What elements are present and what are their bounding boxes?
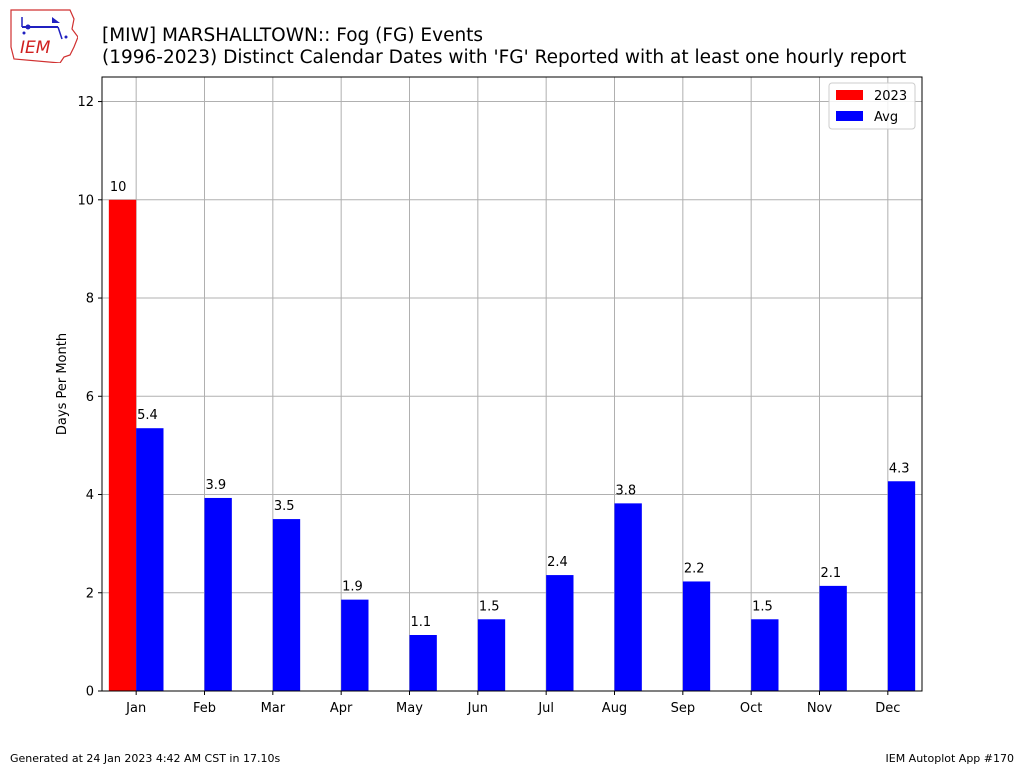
- bar-avg-nov: [819, 585, 847, 691]
- y-tick-label: 8: [86, 292, 94, 307]
- bar-avg-sep: [682, 581, 711, 691]
- bar-2023-jan: [108, 199, 137, 692]
- x-tick-label: Dec: [875, 701, 900, 716]
- chart-data-labels: 10 5.4 3.9 3.5 1.9 1.1 1.5 2.4 3.8 2.2 1.5 2.1 4.3: [110, 180, 910, 630]
- bar-avg-jan: [136, 428, 164, 691]
- legend-label-avg: Avg: [874, 110, 898, 125]
- x-tick-label: Oct: [740, 701, 762, 716]
- chart-title: [MIW] MARSHALLTOWN:: Fog (FG) Events: [102, 25, 484, 46]
- legend-swatch-avg: [836, 111, 863, 121]
- x-tick-label: Jun: [467, 701, 488, 716]
- x-tick-label: May: [396, 701, 423, 716]
- bar-avg-feb: [204, 497, 232, 691]
- data-label: 2.2: [684, 561, 705, 576]
- chart-bars: [108, 199, 916, 692]
- data-label: 1.9: [342, 580, 363, 595]
- y-tick-label: 6: [86, 390, 94, 405]
- y-tick-label: 2: [86, 586, 94, 601]
- x-tick-label: Feb: [193, 701, 216, 716]
- iowa-map-icon: IEM: [10, 9, 79, 64]
- data-label: 1.5: [752, 599, 773, 614]
- legend-label-2023: 2023: [874, 89, 907, 104]
- x-tick-label: Jul: [537, 701, 554, 716]
- data-label: 1.5: [479, 599, 500, 614]
- plot-frame: [101, 76, 923, 692]
- app-id: IEM Autoplot App #170: [885, 752, 1015, 765]
- x-tick-label: Nov: [807, 701, 833, 716]
- logo-text: IEM: [20, 38, 51, 58]
- data-label: 3.5: [274, 499, 295, 514]
- bar-avg-aug: [614, 503, 642, 691]
- x-tick-label: Sep: [671, 701, 696, 716]
- chart-subtitle: (1996-2023) Distinct Calendar Dates with…: [102, 47, 907, 68]
- bar-avg-mar: [272, 519, 301, 691]
- data-label: 2.4: [547, 555, 568, 570]
- data-label: 1.1: [411, 615, 432, 630]
- y-axis-label: Days Per Month: [55, 333, 70, 435]
- y-tick-label: 10: [77, 193, 94, 208]
- y-tick-label: 0: [86, 685, 94, 700]
- data-label: 10: [110, 180, 127, 195]
- bar-avg-jul: [546, 575, 574, 691]
- bar-avg-apr: [341, 599, 369, 691]
- data-label: 2.1: [821, 566, 842, 581]
- bar-avg-oct: [751, 619, 779, 691]
- x-tick-label: Jan: [125, 701, 146, 716]
- iem-logo: IEM: [8, 7, 79, 67]
- bar-avg-may: [409, 635, 437, 691]
- data-label: 4.3: [889, 461, 910, 476]
- bar-avg-jun: [477, 619, 506, 691]
- chart-ticks: 0 2 4 6 8 10 12 Jan Feb Mar Apr May Jun Jul Aug Sep Oct N…: [77, 95, 900, 716]
- legend-swatch-2023: [836, 90, 863, 100]
- x-tick-label: Mar: [261, 701, 286, 716]
- data-label: 3.8: [616, 483, 637, 498]
- y-tick-label: 4: [86, 488, 94, 503]
- data-label: 5.4: [137, 408, 158, 423]
- legend: 2023 Avg: [828, 82, 916, 130]
- generated-timestamp: Generated at 24 Jan 2023 4:42 AM CST in …: [10, 752, 281, 765]
- data-label: 3.9: [206, 478, 227, 493]
- x-tick-label: Apr: [330, 701, 353, 716]
- bar-avg-dec: [887, 481, 916, 691]
- y-tick-label: 12: [77, 95, 94, 110]
- x-tick-label: Aug: [602, 701, 627, 716]
